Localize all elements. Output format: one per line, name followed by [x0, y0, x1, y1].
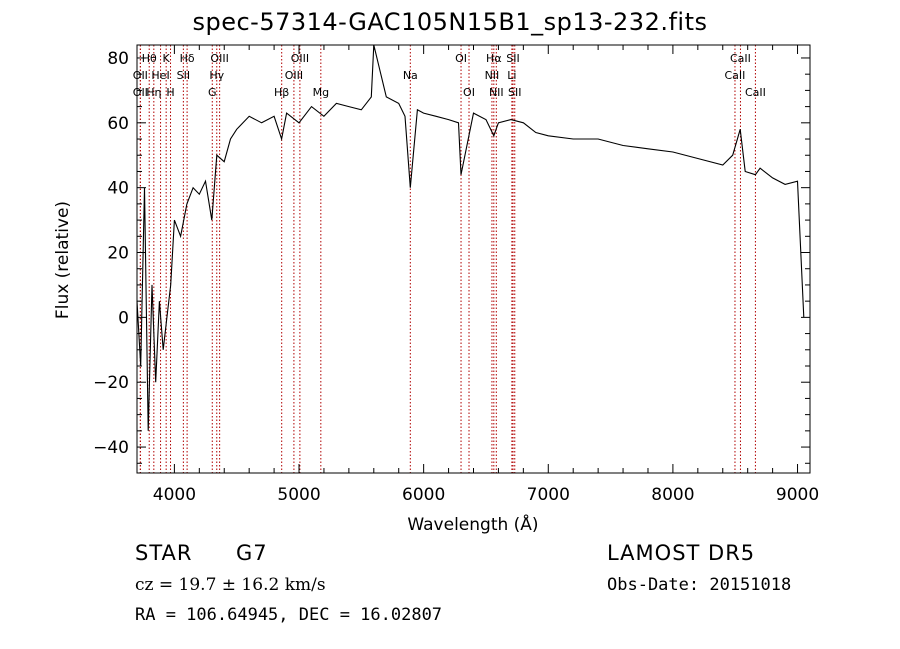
line-marker-label: Na — [403, 69, 418, 82]
line-marker-label: Hη — [146, 86, 161, 99]
line-marker-label: NII — [485, 69, 500, 82]
line-marker-label: OIII — [285, 69, 303, 82]
x-tick-label: 9000 — [776, 485, 819, 505]
x-tick-label: 7000 — [527, 485, 570, 505]
x-tick-label: 6000 — [402, 485, 445, 505]
line-marker-label: OI — [455, 52, 467, 65]
object-class: STAR — [135, 541, 193, 565]
line-marker-label: OI — [463, 86, 475, 99]
x-tick-label: 4000 — [153, 485, 196, 505]
coords-readout: RA = 106.64945, DEC = 16.02807 — [135, 605, 443, 625]
x-axis-label: Wavelength (Å) — [407, 513, 538, 535]
line-marker-label: OIII — [210, 52, 228, 65]
line-markers — [139, 45, 756, 473]
line-marker-label: Hα — [486, 52, 502, 65]
line-marker-label: SII — [177, 69, 190, 82]
line-marker-label: H — [166, 86, 174, 99]
obs-date: Obs-Date: 20151018 — [607, 575, 792, 595]
survey-name: LAMOST DR5 — [607, 541, 756, 565]
line-marker-label: Hβ — [274, 86, 289, 99]
y-tick-label: 0 — [118, 308, 129, 328]
x-axis-ticks: 4000 5000 6000 7000 8000 9000 — [153, 45, 819, 505]
line-marker-label: G — [208, 86, 217, 99]
y-tick-label: 40 — [107, 179, 129, 199]
line-marker-label: CaII — [725, 69, 746, 82]
x-tick-label: 5000 — [277, 485, 320, 505]
line-marker-label: Li — [507, 69, 516, 82]
object-subclass: G7 — [236, 541, 268, 565]
line-marker-label: SII — [506, 52, 519, 65]
y-axis-label: Flux (relative) — [53, 201, 73, 319]
line-marker-label: Hθ — [142, 52, 157, 65]
plot-frame — [136, 44, 811, 474]
line-marker-label: CaII — [745, 86, 766, 99]
y-tick-label: 60 — [107, 114, 129, 134]
spectrum-line — [136, 44, 805, 431]
x-tick-label: 8000 — [651, 485, 694, 505]
y-tick-label: 80 — [107, 49, 129, 69]
cz-readout: cz = 19.7 ± 16.2 km/s — [135, 575, 326, 595]
line-marker-label: Mg — [313, 86, 329, 99]
line-marker-label: OII — [133, 69, 148, 82]
line-marker-label: CaII — [730, 52, 751, 65]
line-marker-label: Hγ — [209, 69, 224, 82]
y-tick-label: −20 — [93, 373, 129, 393]
line-marker-label: SII — [508, 86, 521, 99]
line-marker-label: Hδ — [180, 52, 195, 65]
y-axis-ticks: −40 −20 0 20 40 60 80 — [93, 49, 810, 464]
y-tick-label: 20 — [107, 244, 129, 264]
line-marker-label: OIII — [291, 52, 309, 65]
chart-title: spec-57314-GAC105N15B1_sp13-232.fits — [192, 8, 708, 36]
y-tick-label: −40 — [93, 438, 129, 458]
line-marker-label: HeI — [151, 69, 169, 82]
line-marker-label: K — [163, 52, 171, 65]
line-marker-label: NII — [489, 86, 504, 99]
